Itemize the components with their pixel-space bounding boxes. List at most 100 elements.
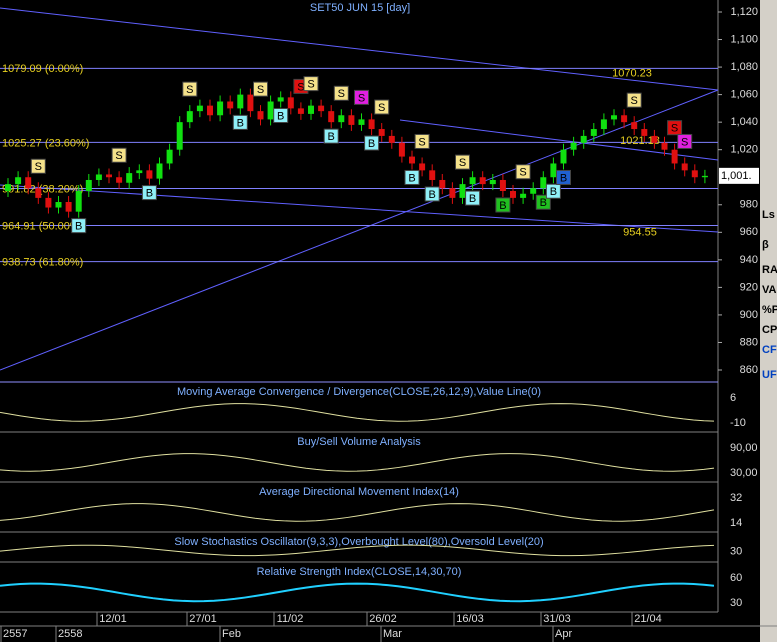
panel-axis-label: 60 (730, 572, 742, 584)
fib-label: 964.91 (50.00%) (2, 220, 83, 232)
trendline (0, 7, 719, 91)
signal-marker (141, 185, 157, 201)
candle-body (691, 170, 698, 178)
signal-label: B (550, 186, 557, 198)
y-tick-label: 1,120 (730, 6, 758, 18)
price-annotation: 954.55 (623, 227, 657, 239)
signal-label: B (469, 193, 476, 205)
signal-label: B (146, 188, 153, 200)
candle-body (338, 115, 345, 123)
candle-body (267, 101, 274, 120)
candle-body (116, 177, 123, 183)
candle-body (439, 179, 446, 189)
candle-body (287, 97, 294, 109)
toolbar-item[interactable]: RA (762, 264, 777, 276)
signal-label: B (540, 197, 547, 209)
panel-axis-label: 30,00 (730, 467, 758, 479)
y-tick-label: 1,040 (730, 116, 758, 128)
signal-label: B (368, 138, 375, 150)
signal-marker (677, 133, 693, 149)
indicator-line (0, 544, 715, 557)
signal-label: B (408, 172, 415, 184)
fib-label: 1025.27 (23.60%) (2, 137, 89, 149)
candle-body (510, 191, 516, 198)
candle-body (469, 177, 476, 185)
signal-marker (424, 186, 440, 202)
panel-axis-label: 32 (730, 492, 742, 504)
candle-body (126, 173, 133, 183)
y-tick-label: 960 (740, 226, 758, 238)
period-label: 2557 (3, 628, 27, 640)
signal-marker (71, 218, 87, 234)
signal-marker (273, 108, 289, 123)
period-label: Apr (555, 628, 572, 640)
indicator-line (0, 582, 715, 603)
candle-body (85, 179, 92, 191)
candle-body (186, 111, 193, 123)
x-tick-label: 31/03 (543, 613, 571, 625)
signal-label: B (429, 189, 436, 201)
toolbar-item[interactable]: VA (762, 284, 777, 296)
indicator-line (0, 453, 715, 472)
trendline (0, 89, 719, 371)
candle-body (308, 105, 314, 114)
toolbar-bg (760, 0, 777, 642)
toolbar-item[interactable]: Ls (762, 209, 775, 221)
fib-label: 1079.09 (0.00%) (2, 63, 83, 75)
candle-body (35, 188, 42, 198)
candle-body (499, 179, 506, 191)
panel-axis-label: 14 (730, 517, 742, 529)
signal-label: B (237, 117, 244, 129)
y-tick-label: 900 (740, 309, 758, 321)
y-tick-label: 1,100 (730, 33, 758, 45)
candle-body (297, 108, 304, 114)
period-label: Feb (222, 628, 241, 640)
signal-label: S (115, 150, 122, 162)
signal-label: S (338, 88, 345, 100)
panel-axis-label: 90,00 (730, 442, 758, 454)
candle-body (348, 115, 355, 125)
fib-label: 991.82 (38.20%) (2, 183, 83, 195)
toolbar-item[interactable]: β (762, 239, 769, 251)
candle-body (196, 105, 203, 112)
toolbar-item[interactable]: UF (762, 369, 777, 381)
candle-body (55, 202, 62, 208)
signal-marker (232, 114, 248, 130)
candle-body (409, 156, 415, 164)
x-tick-label: 12/01 (99, 613, 127, 625)
candle-body (65, 202, 72, 212)
candle-body (641, 129, 648, 136)
period-label: Mar (383, 628, 402, 640)
y-tick-label: 880 (740, 336, 758, 348)
candle-body (136, 170, 143, 174)
signal-label: B (499, 200, 506, 212)
candle-body (176, 122, 183, 150)
signal-label: B (277, 110, 284, 122)
candle-body (681, 163, 688, 171)
price-annotation: 1021.18 (620, 135, 660, 147)
signal-marker (303, 76, 319, 92)
toolbar-item[interactable]: CF (762, 344, 777, 356)
chart-title: SET50 JUN 15 [day] (310, 2, 410, 14)
panel-axis-label: 30 (730, 597, 742, 609)
signal-marker (465, 190, 481, 206)
candle-body (15, 177, 22, 185)
price-annotation: 1070.23 (612, 67, 652, 79)
x-tick-label: 16/03 (456, 613, 484, 625)
y-tick-label: 1,020 (730, 144, 758, 156)
candle-body (318, 105, 325, 112)
signal-label: B (75, 221, 82, 233)
candle-body (75, 191, 82, 212)
toolbar-item[interactable]: CP (762, 324, 777, 336)
signal-label: S (297, 81, 304, 93)
x-tick-label: 11/02 (277, 613, 304, 625)
candle-body (651, 135, 658, 143)
candle-body (25, 177, 32, 189)
candle-body (328, 111, 335, 123)
x-tick-label: 21/04 (634, 613, 662, 625)
candle-body (419, 163, 426, 171)
signal-label: S (519, 167, 526, 179)
candle-body (45, 197, 52, 208)
period-label: 2558 (58, 628, 82, 640)
toolbar-item[interactable]: %P (762, 304, 777, 316)
